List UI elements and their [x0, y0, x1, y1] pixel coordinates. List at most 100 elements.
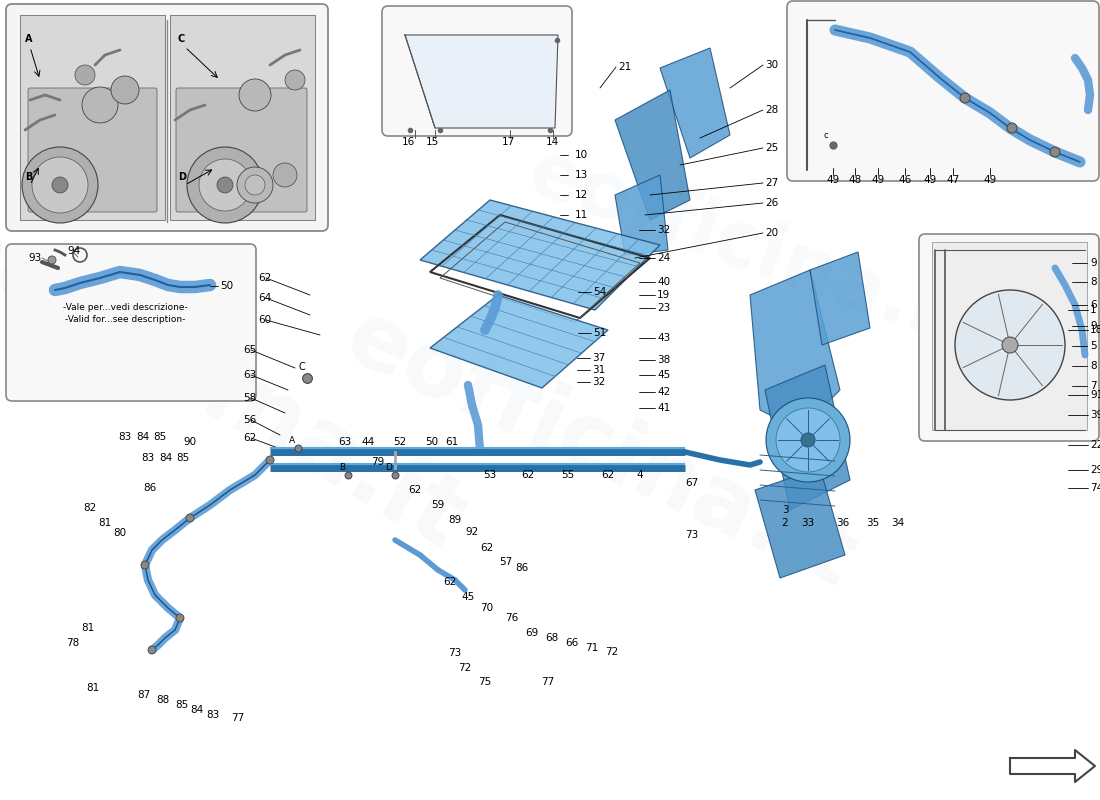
Text: 8: 8 [1090, 361, 1097, 371]
Text: 13: 13 [575, 170, 589, 180]
Text: 71: 71 [585, 643, 598, 653]
Text: 31: 31 [592, 365, 605, 375]
Text: 62: 62 [243, 433, 256, 443]
Text: 49: 49 [923, 175, 936, 185]
Text: D: D [386, 463, 393, 472]
Text: 19: 19 [657, 290, 670, 300]
Circle shape [22, 147, 98, 223]
Text: 77: 77 [541, 677, 554, 687]
Text: 29: 29 [1090, 465, 1100, 475]
Circle shape [187, 147, 263, 223]
Text: 76: 76 [505, 613, 518, 623]
Text: 66: 66 [565, 638, 579, 648]
Circle shape [32, 157, 88, 213]
Bar [170, 15, 315, 220]
Text: 62: 62 [443, 577, 456, 587]
Text: 41: 41 [657, 403, 670, 413]
Text: 48: 48 [848, 175, 861, 185]
Text: 85: 85 [175, 700, 188, 710]
Text: 23: 23 [657, 303, 670, 313]
Text: 60: 60 [258, 315, 271, 325]
Text: 62: 62 [602, 470, 615, 480]
Text: 89: 89 [449, 515, 462, 525]
Text: 34: 34 [891, 518, 904, 528]
Circle shape [141, 561, 149, 569]
Polygon shape [750, 270, 840, 430]
Text: 81: 81 [98, 518, 111, 528]
Polygon shape [405, 35, 558, 128]
Text: -Valid for...see description-: -Valid for...see description- [65, 315, 185, 325]
Text: 63: 63 [243, 370, 256, 380]
Text: 49: 49 [826, 175, 839, 185]
Circle shape [217, 177, 233, 193]
Text: 72: 72 [459, 663, 472, 673]
Text: B: B [339, 463, 345, 472]
Text: 33: 33 [802, 518, 815, 528]
Text: 84: 84 [136, 432, 150, 442]
FancyBboxPatch shape [6, 4, 328, 231]
Text: 69: 69 [526, 628, 539, 638]
Bar [20, 15, 165, 220]
Text: 79: 79 [372, 457, 385, 467]
Circle shape [266, 456, 274, 464]
Circle shape [245, 175, 265, 195]
Text: 18: 18 [1090, 325, 1100, 335]
Text: 46: 46 [899, 175, 912, 185]
Text: 67: 67 [685, 478, 698, 488]
Text: 81: 81 [87, 683, 100, 693]
Text: 50: 50 [220, 281, 233, 291]
Text: 85: 85 [153, 432, 166, 442]
Text: 63: 63 [339, 437, 352, 447]
Text: eofficina.it: eofficina.it [332, 294, 868, 606]
Polygon shape [615, 175, 668, 255]
Circle shape [801, 433, 815, 447]
Circle shape [75, 65, 95, 85]
Text: 77: 77 [231, 713, 244, 723]
Polygon shape [764, 365, 850, 510]
Text: 85: 85 [176, 453, 189, 463]
Text: 45: 45 [461, 592, 474, 602]
Text: 42: 42 [657, 387, 670, 397]
Text: 75: 75 [478, 677, 492, 687]
Text: 68: 68 [546, 633, 559, 643]
Polygon shape [420, 200, 660, 310]
Bar [932, 242, 1087, 430]
Circle shape [48, 256, 56, 264]
Text: 80: 80 [113, 528, 127, 538]
Text: 16: 16 [402, 137, 415, 147]
Text: 54: 54 [593, 287, 606, 297]
Text: 5: 5 [1090, 341, 1097, 351]
Text: 43: 43 [657, 333, 670, 343]
Polygon shape [660, 48, 730, 158]
Polygon shape [810, 252, 870, 345]
Circle shape [960, 93, 970, 103]
Circle shape [776, 408, 840, 472]
Text: 91: 91 [1090, 390, 1100, 400]
Text: 2: 2 [782, 518, 789, 528]
Text: B: B [25, 172, 32, 182]
Circle shape [199, 159, 251, 211]
Text: 74: 74 [1090, 483, 1100, 493]
Text: 24: 24 [657, 253, 670, 263]
Text: 15: 15 [426, 137, 439, 147]
Text: 61: 61 [446, 437, 459, 447]
Text: 14: 14 [546, 137, 559, 147]
Text: 38: 38 [657, 355, 670, 365]
Text: 56: 56 [243, 415, 256, 425]
Text: 57: 57 [499, 557, 513, 567]
Text: 49: 49 [871, 175, 884, 185]
Text: 55: 55 [561, 470, 574, 480]
Text: 32: 32 [592, 377, 605, 387]
Text: 21: 21 [618, 62, 631, 72]
Text: 65: 65 [243, 345, 256, 355]
Text: 87: 87 [138, 690, 151, 700]
Text: 94: 94 [67, 246, 80, 256]
Text: A: A [25, 34, 33, 44]
Text: 12: 12 [575, 190, 589, 200]
Text: 37: 37 [592, 353, 605, 363]
Text: 4: 4 [637, 470, 644, 480]
Text: 53: 53 [483, 470, 496, 480]
Text: C: C [298, 362, 306, 372]
Text: 86: 86 [143, 483, 156, 493]
Text: 39: 39 [1090, 410, 1100, 420]
